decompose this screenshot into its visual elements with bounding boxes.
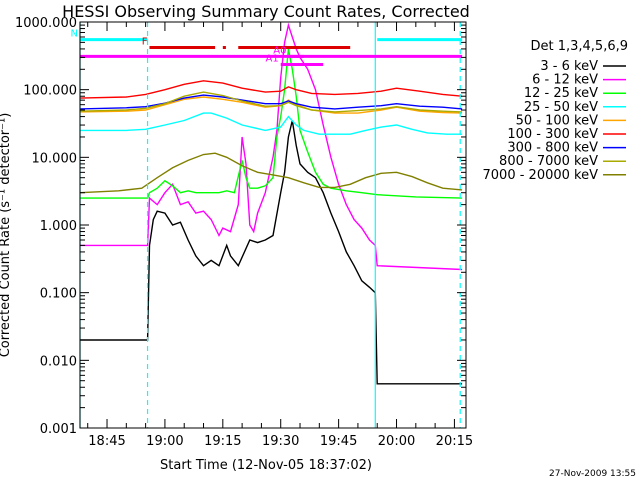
legend-label-3: 12 - 25 keV bbox=[524, 86, 598, 101]
y-axis-label: Corrected Count Rate (s⁻¹ detector⁻¹) bbox=[0, 113, 13, 358]
legend-label-9: 7000 - 20000 keV bbox=[483, 168, 599, 183]
series-line-3 bbox=[80, 48, 463, 199]
legend-label-1: 3 - 6 keV bbox=[540, 59, 598, 74]
flag-label-4: A0 bbox=[273, 45, 286, 56]
legend-label-2: 6 - 12 keV bbox=[532, 73, 598, 88]
x-axis-label: Start Time (12-Nov-05 18:37:02) bbox=[160, 458, 372, 473]
y-tick-label: 10.000 bbox=[32, 151, 78, 166]
plot-frame bbox=[79, 21, 467, 429]
y-tick-label: 0.001 bbox=[40, 422, 77, 437]
y-tick-label: 0.100 bbox=[40, 287, 77, 302]
flag-label-1: N bbox=[71, 29, 78, 40]
series-line-4 bbox=[80, 112, 463, 135]
flag-label-5: A1 bbox=[266, 54, 279, 65]
series-layer bbox=[79, 22, 463, 385]
legend-label-6: 100 - 300 keV bbox=[507, 127, 598, 142]
y-tick-label: 0.010 bbox=[40, 354, 77, 369]
chart-title: HESSI Observing Summary Count Rates, Cor… bbox=[62, 2, 470, 21]
y-tick-label: 100.000 bbox=[23, 84, 77, 99]
legend-label-4: 25 - 50 keV bbox=[524, 100, 598, 115]
x-tick-label: 20:00 bbox=[378, 434, 415, 449]
axis-layer: 1000.000 100.000 10.000 1.000 0.100 0.010 0.00… bbox=[15, 16, 473, 449]
series-line-1 bbox=[80, 120, 463, 385]
series-line-9 bbox=[79, 152, 463, 194]
x-tick-label: 20:15 bbox=[436, 434, 473, 449]
date-stamp: 27-Nov-2009 13:55 bbox=[549, 469, 636, 479]
series-line-6 bbox=[79, 80, 463, 99]
x-tick-label: 19:30 bbox=[262, 434, 299, 449]
series-line-2 bbox=[80, 22, 463, 271]
y-tick-label: 1000.000 bbox=[15, 16, 77, 31]
x-tick-label: 19:15 bbox=[204, 434, 241, 449]
flag-label-2: F bbox=[142, 36, 148, 47]
legend-label-8: 800 - 7000 keV bbox=[499, 154, 598, 169]
legend-label-7: 300 - 800 keV bbox=[507, 141, 598, 156]
x-tick-label: 18:45 bbox=[88, 434, 125, 449]
x-tick-label: 19:00 bbox=[146, 434, 183, 449]
legend-title: Det 1,3,4,5,6,9 bbox=[530, 39, 628, 54]
legend-label-5: 50 - 100 keV bbox=[516, 113, 599, 128]
x-tick-label: 19:45 bbox=[320, 434, 357, 449]
series-line-8 bbox=[79, 91, 463, 113]
y-tick-label: 1.000 bbox=[40, 219, 77, 234]
